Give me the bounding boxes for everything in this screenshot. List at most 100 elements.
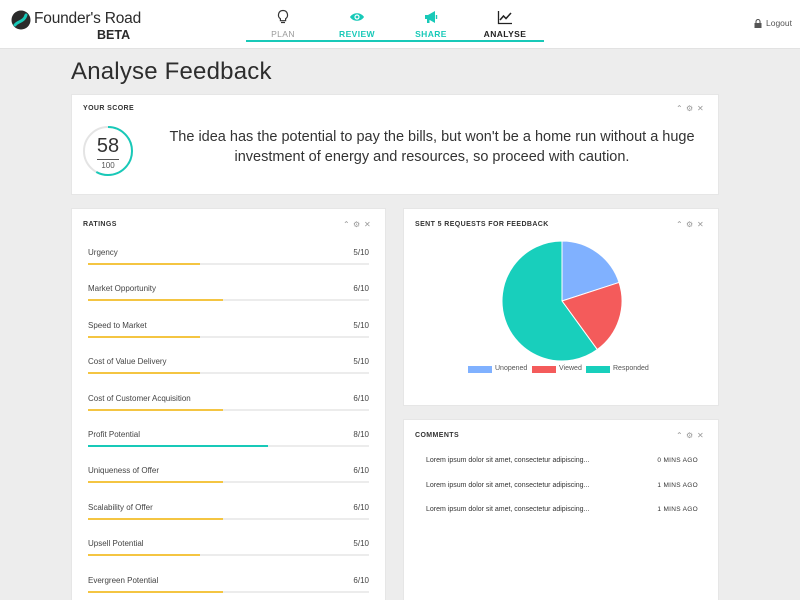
rating-bar-fill bbox=[88, 372, 201, 375]
comment-item[interactable]: Lorem ipsum dolor sit amet, consectetur … bbox=[426, 482, 698, 494]
road-logo-icon bbox=[11, 10, 31, 30]
page-title: Analyse Feedback bbox=[71, 58, 272, 85]
collapse-icon[interactable]: ⌃ bbox=[676, 431, 683, 440]
card-tools: ⌃ ⚙ ✕ bbox=[676, 104, 706, 114]
gear-icon[interactable]: ⚙ bbox=[353, 220, 361, 229]
rating-row: Uniqueness of Offer 6/10 bbox=[88, 466, 369, 488]
rating-bar-track bbox=[88, 372, 369, 375]
rating-bar-track bbox=[88, 445, 369, 447]
rating-bar-track bbox=[88, 299, 369, 302]
ratings-card-title: RATINGS bbox=[83, 221, 117, 228]
score-max: 100 bbox=[97, 159, 119, 170]
rating-label: Cost of Customer Acquisition bbox=[88, 393, 191, 403]
pie-slice-responded[interactable] bbox=[501, 240, 598, 362]
rating-bar-fill bbox=[88, 481, 223, 484]
comment-item[interactable]: Lorem ipsum dolor sit amet, consectetur … bbox=[426, 457, 698, 469]
rating-label: Profit Potential bbox=[88, 430, 141, 439]
rating-row: Profit Potential 8/10 bbox=[88, 430, 369, 452]
lock-icon bbox=[754, 19, 762, 28]
rating-bar-track bbox=[88, 408, 369, 411]
close-icon[interactable]: ✕ bbox=[697, 431, 704, 440]
beta-badge: BETA bbox=[97, 28, 131, 42]
rating-label: Cost of Value Delivery bbox=[88, 357, 167, 367]
rating-value: 5/10 bbox=[353, 357, 369, 367]
rating-bar-fill bbox=[88, 335, 201, 338]
rating-value: 6/10 bbox=[353, 466, 369, 476]
card-tools: ⌃ ⚙ ✕ bbox=[343, 220, 373, 230]
gear-icon[interactable]: ⚙ bbox=[686, 220, 694, 229]
rating-value: 8/10 bbox=[353, 430, 369, 439]
tab-share-label: SHARE bbox=[415, 29, 447, 39]
feedback-pie-chart bbox=[501, 240, 623, 362]
collapse-icon[interactable]: ⌃ bbox=[676, 220, 683, 229]
comment-time: 1 MINS AGO bbox=[657, 506, 698, 513]
lightbulb-icon bbox=[277, 9, 289, 24]
rating-row: Urgency 5/10 bbox=[88, 248, 369, 270]
pie-slice-viewed[interactable] bbox=[561, 281, 623, 351]
score-ring bbox=[83, 126, 133, 176]
comments-card: COMMENTS ⌃ ⚙ ✕ Lorem ipsum dolor sit ame… bbox=[403, 419, 719, 600]
rating-bar-fill bbox=[88, 517, 223, 520]
tab-plan-label: PLAN bbox=[271, 29, 295, 39]
close-icon[interactable]: ✕ bbox=[697, 220, 704, 229]
rating-label: Urgency bbox=[88, 248, 118, 257]
rating-label: Evergreen Potential bbox=[88, 575, 159, 585]
rating-bar-track bbox=[88, 554, 369, 557]
rating-value: 6/10 bbox=[353, 575, 369, 585]
app-name: Founder's Road bbox=[34, 10, 142, 27]
close-icon[interactable]: ✕ bbox=[364, 220, 371, 229]
pie-slice-unopened[interactable] bbox=[561, 240, 620, 302]
legend-swatch bbox=[468, 366, 492, 373]
ratings-card: RATINGS ⌃ ⚙ ✕ Urgency 5/10 Market Opportun… bbox=[71, 208, 386, 600]
rating-bar-track bbox=[88, 517, 369, 520]
card-tools: ⌃ ⚙ ✕ bbox=[676, 220, 706, 230]
close-icon[interactable]: ✕ bbox=[697, 104, 704, 113]
rating-bar-track bbox=[88, 335, 369, 338]
rating-bar-track bbox=[88, 481, 369, 484]
rating-row: Market Opportunity 6/10 bbox=[88, 284, 369, 306]
comment-item[interactable]: Lorem ipsum dolor sit amet, consectetur … bbox=[426, 506, 698, 518]
rating-bar-fill bbox=[88, 445, 268, 447]
rating-bar-fill bbox=[88, 590, 223, 593]
tab-share[interactable]: SHARE bbox=[394, 0, 468, 40]
score-value: 58 bbox=[96, 135, 120, 157]
feedback-card: SENT 5 REQUESTS FOR FEEDBACK ⌃ ⚙ ✕ Unope… bbox=[403, 208, 719, 406]
gear-icon[interactable]: ⚙ bbox=[686, 431, 694, 440]
rating-row: Evergreen Potential 6/10 bbox=[88, 576, 369, 598]
tab-review-label: REVIEW bbox=[339, 29, 375, 39]
rating-bar-track bbox=[88, 590, 369, 593]
rating-bar-fill bbox=[88, 554, 201, 557]
rating-row: Cost of Customer Acquisition 6/10 bbox=[88, 394, 369, 416]
tab-plan[interactable]: PLAN bbox=[246, 0, 320, 40]
score-card: YOUR SCORE ⌃ ⚙ ✕ 58 100 The idea has the… bbox=[71, 94, 719, 195]
rating-value: 5/10 bbox=[353, 248, 369, 257]
rating-label: Speed to Market bbox=[88, 320, 147, 330]
comment-text: Lorem ipsum dolor sit amet, consectetur … bbox=[426, 506, 590, 513]
score-card-title: YOUR SCORE bbox=[83, 105, 135, 112]
tab-analyse[interactable]: ANALYSE bbox=[468, 0, 542, 40]
score-arc bbox=[83, 126, 133, 176]
rating-label: Upsell Potential bbox=[88, 539, 144, 549]
megaphone-icon bbox=[425, 11, 438, 23]
tab-analyse-label: ANALYSE bbox=[483, 29, 527, 39]
step-nav: PLAN REVIEW SHARE ANALYSE bbox=[246, 0, 544, 42]
legend-label: Viewed bbox=[559, 365, 582, 372]
rating-bar-track bbox=[88, 263, 369, 265]
legend-swatch bbox=[586, 366, 610, 373]
comment-text: Lorem ipsum dolor sit amet, consectetur … bbox=[426, 457, 590, 464]
collapse-icon[interactable]: ⌃ bbox=[343, 220, 350, 229]
rating-label: Scalability of Offer bbox=[88, 502, 153, 512]
rating-value: 6/10 bbox=[353, 393, 369, 403]
logout-label: Logout bbox=[766, 18, 792, 28]
rating-label: Market Opportunity bbox=[88, 284, 157, 294]
rating-row: Upsell Potential 5/10 bbox=[88, 539, 369, 561]
tab-review[interactable]: REVIEW bbox=[320, 0, 394, 40]
gear-icon[interactable]: ⚙ bbox=[686, 104, 694, 113]
collapse-icon[interactable]: ⌃ bbox=[676, 104, 683, 113]
eye-icon bbox=[350, 13, 364, 21]
rating-value: 6/10 bbox=[353, 284, 369, 294]
comment-time: 1 MINS AGO bbox=[657, 481, 698, 489]
top-bar: Founder's Road BETA PLAN REVIEW bbox=[0, 0, 800, 49]
legend-label: Unopened bbox=[495, 365, 528, 372]
legend-swatch bbox=[532, 366, 556, 373]
